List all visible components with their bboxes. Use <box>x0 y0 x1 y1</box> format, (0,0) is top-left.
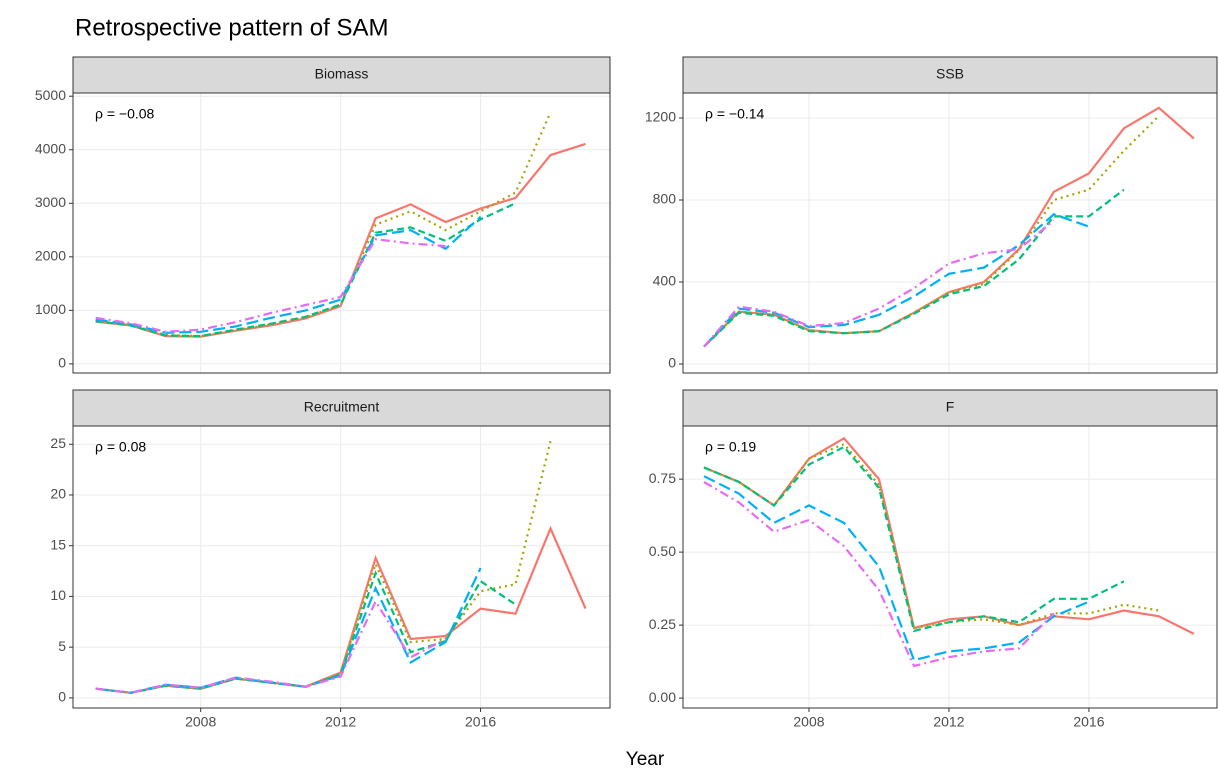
series-line <box>95 440 552 694</box>
series-line <box>703 188 1125 348</box>
series-line <box>703 445 1125 633</box>
y-tick-label: 2000 <box>35 248 66 264</box>
x-axis-label: Year <box>626 749 665 770</box>
series-line <box>95 599 447 694</box>
series-line <box>703 213 1090 348</box>
x-tick-label: 2016 <box>1073 714 1104 730</box>
strip-label: SSB <box>936 66 964 82</box>
y-tick-label: 400 <box>653 273 677 289</box>
strip <box>682 389 1218 427</box>
y-tick-label: 25 <box>50 435 66 451</box>
series-line <box>703 442 1160 630</box>
series-line <box>703 481 1055 668</box>
y-tick-label: 10 <box>50 587 66 603</box>
series-line <box>95 111 552 338</box>
y-tick-label: 0.25 <box>649 616 676 632</box>
strip-label: F <box>946 399 955 415</box>
y-tick-label: 1200 <box>645 109 676 125</box>
y-tick-label: 4000 <box>35 140 66 156</box>
y-tick-label: 800 <box>653 191 677 207</box>
series-line <box>95 567 482 694</box>
series-line <box>703 436 1195 635</box>
x-tick-label: 2012 <box>325 714 356 730</box>
panel-border <box>72 92 611 374</box>
series-line <box>95 570 517 694</box>
y-tick-label: 0.00 <box>649 689 676 705</box>
y-tick-label: 0 <box>58 689 66 705</box>
y-tick-label: 15 <box>50 536 66 552</box>
annotation: ρ = 0.08 <box>95 439 146 455</box>
x-tick-label: 2008 <box>185 714 216 730</box>
chart-title: Retrospective pattern of SAM <box>75 14 388 41</box>
y-tick-label: 0 <box>58 355 66 371</box>
strip-label: Biomass <box>315 66 369 82</box>
series-line <box>95 215 482 334</box>
strip <box>72 389 611 427</box>
x-tick-label: 2016 <box>465 714 496 730</box>
strip <box>72 56 611 94</box>
x-tick-label: 2008 <box>793 714 824 730</box>
series-line <box>703 219 1055 348</box>
strip-label: Recruitment <box>304 399 380 415</box>
x-tick-label: 2012 <box>933 714 964 730</box>
y-tick-label: 0 <box>668 355 676 371</box>
y-tick-label: 1000 <box>35 301 66 317</box>
y-tick-label: 0.75 <box>649 470 676 486</box>
y-tick-label: 20 <box>50 486 66 502</box>
series-line <box>95 202 516 338</box>
y-tick-label: 5000 <box>35 87 66 103</box>
annotation: ρ = −0.14 <box>705 106 765 122</box>
strip <box>682 56 1218 94</box>
y-tick-label: 5 <box>58 638 66 654</box>
annotation: ρ = −0.08 <box>95 106 155 122</box>
panel-border <box>72 425 611 709</box>
annotation: ρ = 0.19 <box>705 439 756 455</box>
panel-border <box>682 92 1218 374</box>
y-tick-label: 0.50 <box>649 543 676 559</box>
panel-border <box>682 425 1218 709</box>
series-line <box>703 475 1090 662</box>
y-tick-label: 3000 <box>35 194 66 210</box>
series-line <box>95 238 446 333</box>
